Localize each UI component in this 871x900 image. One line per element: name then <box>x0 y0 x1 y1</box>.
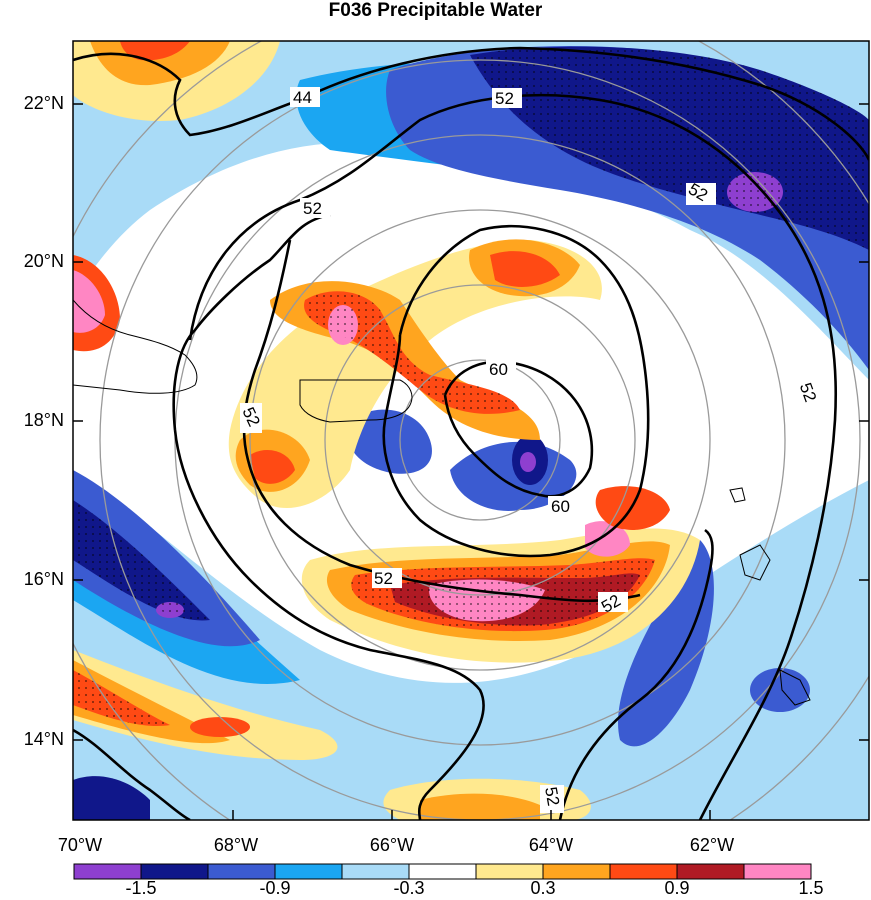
lat-label-22n: 22°N <box>23 93 64 113</box>
field-dark-blue-south-corner <box>73 776 150 820</box>
field-red-west-blob <box>250 450 295 484</box>
map-frame <box>72 40 870 821</box>
field-blue-southwest <box>73 470 260 647</box>
lat-label-20n: 20°N <box>23 251 64 271</box>
lon-label-66w: 66°W <box>369 835 415 855</box>
field-purple-eye <box>520 452 536 472</box>
field-blue-east-strip <box>618 540 714 747</box>
field-orange-nw <box>90 41 230 86</box>
field-red-nw <box>120 41 190 61</box>
colorbar-swatch-1 <box>73 863 142 880</box>
contour-label-60-n: 60 <box>489 360 508 379</box>
colorbar-swatch-10 <box>676 863 745 880</box>
lat-label-14n: 14°N <box>23 729 64 749</box>
contour-label-52-sse: 52 <box>541 785 563 807</box>
colorbar-swatch-7 <box>475 863 544 880</box>
contour-label-52-n: 52 <box>495 89 514 108</box>
colorbar-label-1-5: 1.5 <box>798 878 824 898</box>
lon-label-68w: 68°W <box>213 835 259 855</box>
axis-ticks <box>73 103 869 820</box>
colorbar-swatch-11 <box>743 863 812 880</box>
colorbar-swatch-6 <box>408 863 477 880</box>
colorbar-swatch-9 <box>609 863 678 880</box>
colorbar-label-neg0-3: -0.3 <box>393 878 425 898</box>
colorbar-swatch-4 <box>274 863 343 880</box>
field-pink-west-edge <box>73 270 105 333</box>
stipple-sw-band <box>73 670 170 726</box>
contour-label-60-s: 60 <box>551 497 570 516</box>
field-red-sw-blob <box>190 717 250 737</box>
field-orange-south-edge <box>420 793 540 820</box>
lon-label-70w: 70°W <box>57 835 103 855</box>
colorbar-swatch-5 <box>341 863 410 880</box>
colorbar-swatch-2 <box>140 863 209 880</box>
colorbar-label-0-3: 0.3 <box>530 878 556 898</box>
map-field: 44 52 52 52 52 60 60 52 52 52 52 <box>73 41 869 820</box>
field-pink-southeast <box>585 521 630 557</box>
range-rings <box>73 41 869 820</box>
lat-label-18n: 18°N <box>23 410 64 430</box>
colorbar-swatch-8 <box>542 863 611 880</box>
field-red-north <box>490 251 560 287</box>
field-blue-center <box>346 409 432 474</box>
coastlines <box>73 299 811 706</box>
colorbar-label-neg1-5: -1.5 <box>125 878 157 898</box>
colorbar-swatch-3 <box>207 863 276 880</box>
colorbar-label-0-9: 0.9 <box>664 878 690 898</box>
contour-label-52-s: 52 <box>374 569 393 588</box>
lon-label-62w: 62°W <box>689 835 735 855</box>
lon-label-64w: 64°W <box>528 835 574 855</box>
colorbar-label-neg0-9: -0.9 <box>259 878 291 898</box>
contour-label-52-nw: 52 <box>303 199 322 218</box>
contour-label-44: 44 <box>293 88 312 107</box>
contour-labels: 44 52 52 52 52 60 60 52 52 52 52 <box>239 87 820 813</box>
map-title: F036 Precipitable Water <box>328 0 543 21</box>
lat-label-16n: 16°N <box>23 569 64 589</box>
stipple-sw <box>73 500 210 621</box>
stipple-west <box>304 291 520 414</box>
field-yellow-band <box>228 240 602 509</box>
colorbar <box>73 863 812 880</box>
field-red-east <box>595 486 670 530</box>
field-orange-sw-band <box>73 660 230 744</box>
